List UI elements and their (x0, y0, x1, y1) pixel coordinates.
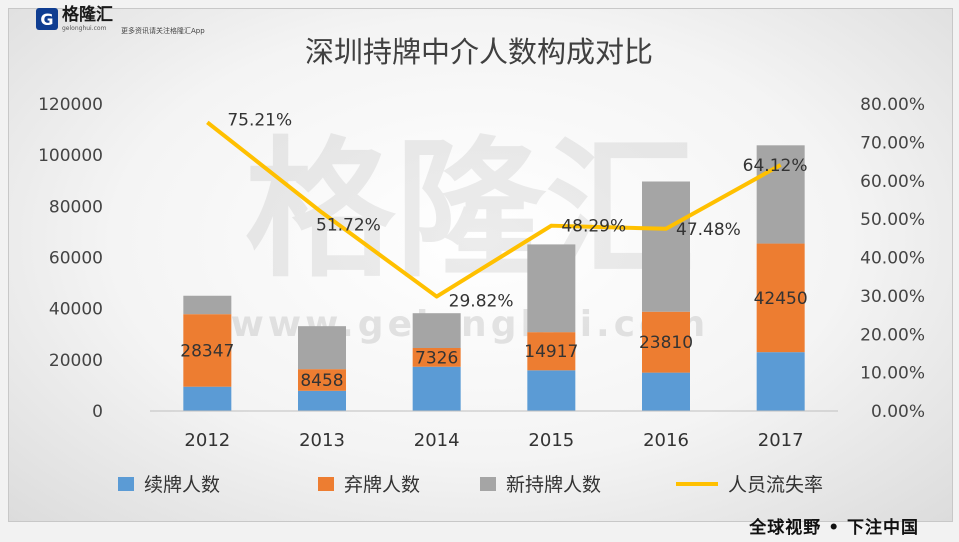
bars (183, 145, 805, 411)
bar-renew (642, 372, 690, 411)
logo-icon: G (36, 8, 58, 30)
bar-new (183, 295, 232, 315)
bar-new (412, 313, 461, 348)
legend-item-renew: 续牌人数 (144, 474, 220, 496)
rate-data-label: 64.12% (743, 156, 808, 176)
bar-renew (527, 370, 576, 411)
bar-abandon (642, 311, 690, 373)
x-axis: 2012 2013 2014 2015 2016 2017 (184, 430, 803, 451)
y2-tick-label: 80.00% (860, 95, 925, 115)
y2-tick-label: 0.00% (871, 402, 925, 422)
y2-tick-label: 10.00% (860, 364, 925, 384)
legend: 续牌人数 弃牌人数 新持牌人数 人员流失率 (118, 474, 823, 496)
bar-abandon (756, 243, 805, 353)
rate-data-label: 75.21% (227, 110, 292, 130)
rate-data-label: 47.48% (676, 220, 741, 240)
bar-new (642, 181, 690, 312)
rate-data-label: 48.29% (561, 217, 626, 237)
y-axis-right: 80.00% 70.00% 60.00% 50.00% 40.00% 30.00% 20.0… (860, 95, 925, 422)
bar-new (756, 145, 805, 244)
legend-item-abandon-swatch (318, 477, 334, 491)
bar-new (527, 244, 576, 333)
bar-renew (298, 390, 346, 411)
rate-line-path (206, 120, 782, 299)
footer-slogan: 全球视野 • 下注中国 (749, 518, 919, 538)
bar-abandon (527, 332, 576, 371)
x-tick-label: 2014 (414, 430, 460, 451)
bar-data-label: 14917 (524, 342, 578, 362)
x-tick-label: 2013 (299, 430, 345, 451)
logo-url: gelonghui.com (62, 25, 107, 32)
bar-new (298, 326, 346, 370)
rate-line: 75.21% 51.72% 29.82% 48.29% 47.48% 64.12% (206, 110, 808, 312)
rate-data-label: 51.72% (316, 216, 381, 236)
bar-renew (756, 352, 805, 411)
legend-item-new-swatch (480, 477, 496, 491)
y2-tick-label: 30.00% (860, 287, 925, 307)
x-tick-label: 2015 (528, 430, 574, 451)
bar-data-label: 42450 (754, 289, 808, 309)
bar-renew (412, 366, 461, 411)
legend-item-abandon: 弃牌人数 (344, 474, 420, 496)
bar-abandon (298, 369, 346, 391)
legend-item-new: 新持牌人数 (506, 474, 601, 496)
y-tick-label: 120000 (38, 95, 103, 115)
logo: G 格隆汇 gelonghui.com 更多资讯请关注格隆汇App (36, 5, 205, 35)
bar-renew (183, 386, 232, 411)
y2-tick-label: 70.00% (860, 133, 925, 153)
y-tick-label: 40000 (49, 300, 103, 320)
logo-name: 格隆汇 (62, 5, 113, 25)
bar-data-label: 7326 (415, 348, 458, 368)
y-tick-label: 60000 (49, 249, 103, 269)
y2-tick-label: 50.00% (860, 210, 925, 230)
watermark-text: 格隆汇 (245, 124, 695, 298)
rate-data-label: 29.82% (449, 292, 514, 312)
y2-tick-label: 40.00% (860, 249, 925, 269)
bar-labels: 28347 8458 7326 14917 23810 42450 (180, 289, 807, 391)
y-tick-label: 20000 (49, 351, 103, 371)
chart-title: 深圳持牌中介人数构成对比 (305, 35, 653, 69)
x-tick-label: 2012 (184, 430, 230, 451)
y-tick-label: 100000 (38, 146, 103, 166)
y2-tick-label: 60.00% (860, 172, 925, 192)
logo-slogan: 更多资讯请关注格隆汇App (121, 27, 205, 35)
bar-abandon (183, 314, 232, 387)
y-axis-left: 120000 100000 80000 60000 40000 20000 0 (38, 95, 103, 422)
y-tick-label: 0 (92, 402, 103, 422)
bar-data-label: 23810 (639, 333, 693, 353)
y-tick-label: 80000 (49, 197, 103, 217)
legend-item-rate: 人员流失率 (728, 474, 823, 496)
bar-data-label: 8458 (300, 371, 343, 391)
legend-item-renew-swatch (118, 477, 134, 491)
x-tick-label: 2017 (758, 430, 804, 451)
x-tick-label: 2016 (643, 430, 689, 451)
y2-tick-label: 20.00% (860, 325, 925, 345)
bar-data-label: 28347 (180, 341, 234, 361)
bar-abandon (412, 347, 461, 367)
